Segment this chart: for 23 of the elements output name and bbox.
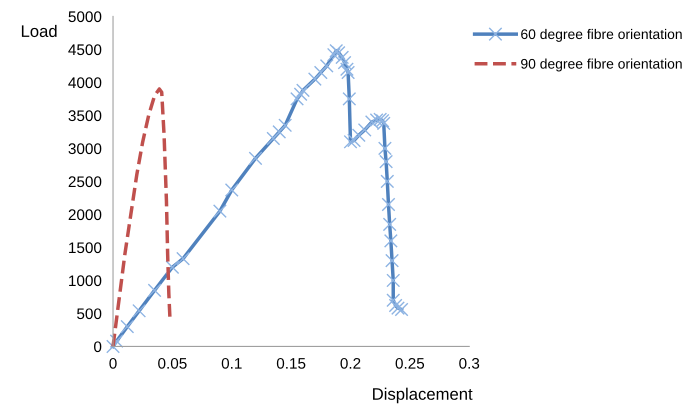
x-tick-label: 0 (109, 358, 117, 369)
x-tick-label: 0.2 (340, 358, 360, 369)
legend-label: 90 degree fibre orientation (521, 58, 682, 72)
y-tick-label: 500 (77, 308, 102, 320)
legend-label: 60 degree fibre orientation (521, 28, 682, 42)
y-tick-label: 5000 (68, 11, 102, 22)
y-tick-label: 3500 (68, 110, 102, 122)
x-tick-label: 0.3 (459, 358, 480, 369)
y-tick-label: 0 (94, 341, 102, 352)
x-tick-label: 0.15 (276, 358, 306, 369)
y-tick-label: 1500 (69, 242, 102, 254)
x-axis-title: Displacement (373, 388, 473, 404)
y-tick-label: 4500 (68, 44, 102, 56)
y-tick-label: 1000 (69, 275, 102, 286)
x-tick-label: 0.05 (158, 358, 187, 369)
y-tick-label: 4000 (68, 77, 102, 88)
line-series (111, 87, 172, 348)
y-axis-title: Load (22, 24, 57, 38)
y-tick-label: 2500 (68, 176, 102, 188)
y-tick-label: 2000 (68, 209, 102, 220)
y-tick-label: 3000 (68, 143, 102, 154)
x-tick-label: 0.1 (222, 358, 242, 369)
x-tick-label: 0.25 (396, 358, 424, 369)
